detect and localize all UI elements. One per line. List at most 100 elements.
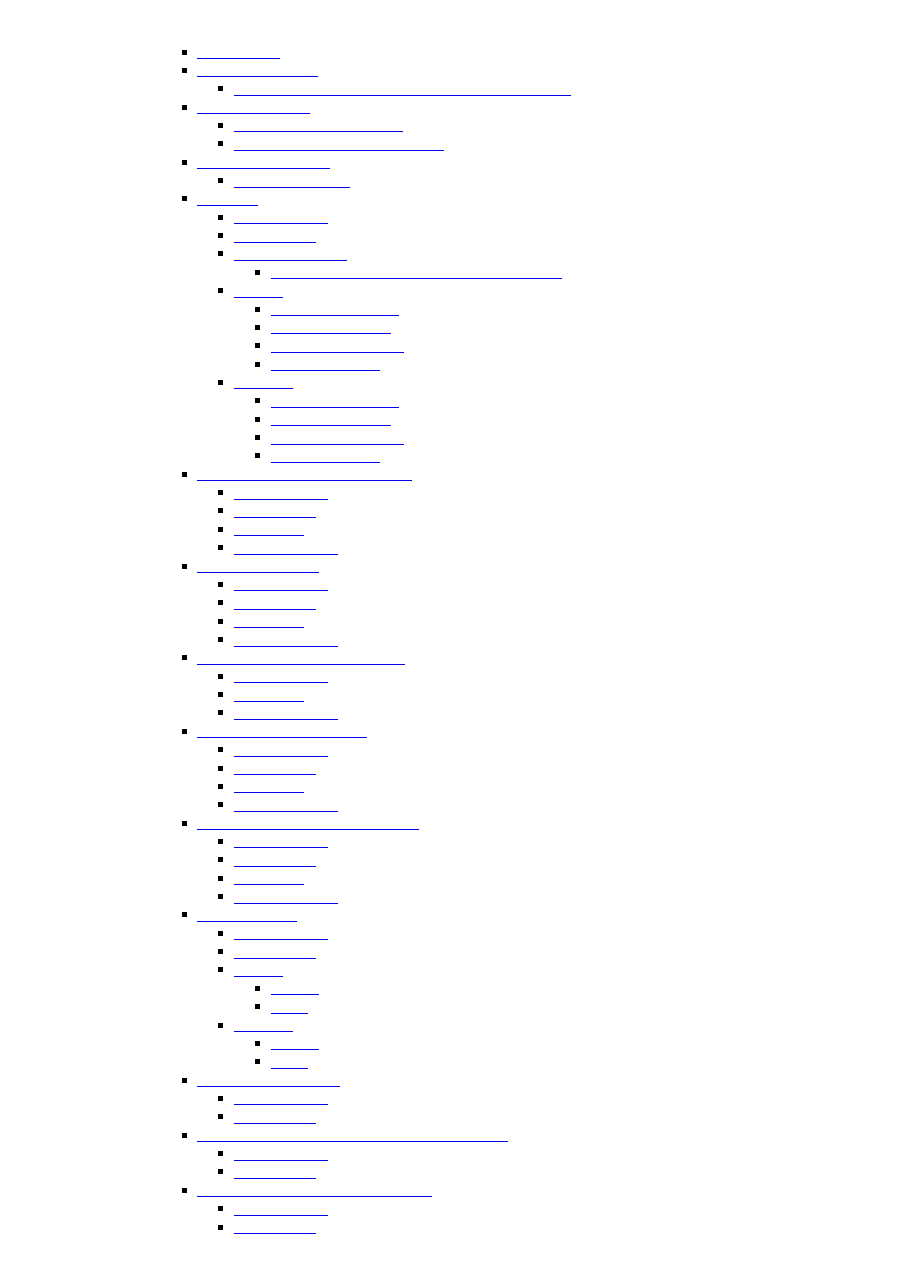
nav-link[interactable] bbox=[234, 1111, 316, 1124]
nav-link[interactable] bbox=[234, 946, 316, 959]
nav-link[interactable] bbox=[234, 285, 283, 298]
nav-link[interactable] bbox=[234, 1092, 328, 1106]
nav-link[interactable] bbox=[234, 707, 338, 720]
nav-link[interactable] bbox=[197, 1129, 508, 1143]
list-bullet bbox=[218, 86, 223, 92]
list-bullet bbox=[218, 783, 223, 789]
nav-link[interactable] bbox=[234, 597, 316, 610]
nav-link[interactable] bbox=[234, 964, 283, 977]
nav-link[interactable] bbox=[271, 340, 404, 353]
nav-link[interactable] bbox=[234, 230, 316, 243]
nav-link[interactable] bbox=[271, 266, 562, 280]
nav-link[interactable] bbox=[234, 83, 571, 96]
list-bullet bbox=[218, 894, 223, 900]
list-bullet bbox=[182, 67, 187, 73]
list-bullet bbox=[255, 416, 260, 422]
nav-link[interactable] bbox=[234, 835, 328, 849]
nav-link[interactable] bbox=[234, 634, 338, 647]
list-bullet bbox=[255, 985, 260, 991]
nav-link[interactable] bbox=[234, 744, 328, 757]
list-bullet bbox=[218, 967, 223, 973]
list-bullet bbox=[255, 269, 260, 275]
nav-link[interactable] bbox=[234, 487, 328, 500]
list-bullet bbox=[182, 196, 187, 202]
list-bullet bbox=[218, 379, 223, 385]
list-bullet bbox=[218, 1224, 223, 1230]
nav-link[interactable] bbox=[234, 872, 304, 886]
nav-link[interactable] bbox=[234, 505, 316, 518]
nav-link[interactable] bbox=[271, 432, 404, 445]
nav-link[interactable] bbox=[197, 560, 319, 574]
list-bullet bbox=[218, 1114, 223, 1120]
nav-link[interactable] bbox=[197, 46, 280, 59]
nav-link[interactable] bbox=[271, 413, 391, 427]
nav-link[interactable] bbox=[234, 1221, 316, 1234]
nav-link[interactable] bbox=[234, 211, 328, 225]
nav-link[interactable] bbox=[271, 450, 380, 463]
list-bullet bbox=[218, 875, 223, 881]
nav-link[interactable] bbox=[234, 523, 304, 537]
list-bullet bbox=[218, 490, 223, 496]
nav-link[interactable] bbox=[234, 376, 293, 390]
nav-link[interactable] bbox=[197, 817, 419, 831]
list-bullet bbox=[218, 1022, 223, 1028]
list-bullet bbox=[218, 122, 223, 128]
list-bullet bbox=[218, 526, 223, 532]
nav-link[interactable] bbox=[271, 303, 399, 317]
nav-link[interactable] bbox=[197, 64, 318, 78]
nav-link[interactable] bbox=[271, 358, 380, 372]
nav-link[interactable] bbox=[197, 725, 367, 739]
nav-link[interactable] bbox=[234, 891, 338, 904]
nav-link[interactable] bbox=[234, 248, 347, 261]
list-bullet bbox=[182, 159, 187, 165]
nav-link[interactable] bbox=[234, 927, 328, 941]
nav-link[interactable] bbox=[197, 468, 412, 482]
nav-link[interactable] bbox=[234, 1203, 328, 1216]
list-bullet bbox=[182, 563, 187, 569]
nav-link[interactable] bbox=[271, 982, 319, 996]
list-bullet bbox=[182, 471, 187, 477]
nav-link[interactable] bbox=[197, 193, 258, 206]
list-bullet bbox=[182, 1077, 187, 1083]
nav-link[interactable] bbox=[234, 1019, 293, 1033]
nav-link[interactable] bbox=[234, 762, 316, 776]
nav-link[interactable] bbox=[271, 1037, 319, 1051]
list-bullet bbox=[182, 820, 187, 826]
list-bullet bbox=[218, 673, 223, 679]
list-bullet bbox=[255, 435, 260, 441]
nav-link[interactable] bbox=[234, 799, 338, 812]
nav-link[interactable] bbox=[234, 854, 316, 867]
nav-link[interactable] bbox=[197, 156, 330, 170]
nav-link[interactable] bbox=[234, 578, 328, 592]
nav-link[interactable] bbox=[234, 689, 304, 702]
list-bullet bbox=[255, 398, 260, 404]
list-bullet bbox=[218, 600, 223, 606]
nav-link[interactable] bbox=[234, 1148, 328, 1161]
nav-link[interactable] bbox=[234, 615, 304, 629]
nav-link[interactable] bbox=[271, 321, 391, 335]
list-bullet bbox=[218, 581, 223, 587]
nav-link[interactable] bbox=[234, 1166, 316, 1179]
nav-link[interactable] bbox=[197, 1074, 340, 1088]
list-bullet bbox=[255, 306, 260, 312]
nav-link[interactable] bbox=[197, 101, 310, 115]
nav-link[interactable] bbox=[197, 652, 405, 665]
list-bullet bbox=[218, 545, 223, 551]
nav-link[interactable] bbox=[234, 175, 350, 188]
nav-link[interactable] bbox=[197, 909, 297, 922]
nav-link[interactable] bbox=[271, 1001, 308, 1014]
list-bullet bbox=[218, 618, 223, 624]
nav-link[interactable] bbox=[234, 119, 403, 133]
list-bullet bbox=[182, 104, 187, 110]
nav-link[interactable] bbox=[234, 138, 444, 151]
nav-link[interactable] bbox=[271, 395, 399, 408]
nav-link[interactable] bbox=[234, 780, 304, 794]
list-bullet bbox=[255, 361, 260, 367]
nav-link[interactable] bbox=[271, 1056, 308, 1069]
nav-link[interactable] bbox=[234, 542, 338, 555]
list-bullet bbox=[182, 655, 187, 661]
nav-link[interactable] bbox=[234, 670, 328, 684]
list-bullet bbox=[218, 141, 223, 147]
nav-link[interactable] bbox=[197, 1184, 432, 1198]
